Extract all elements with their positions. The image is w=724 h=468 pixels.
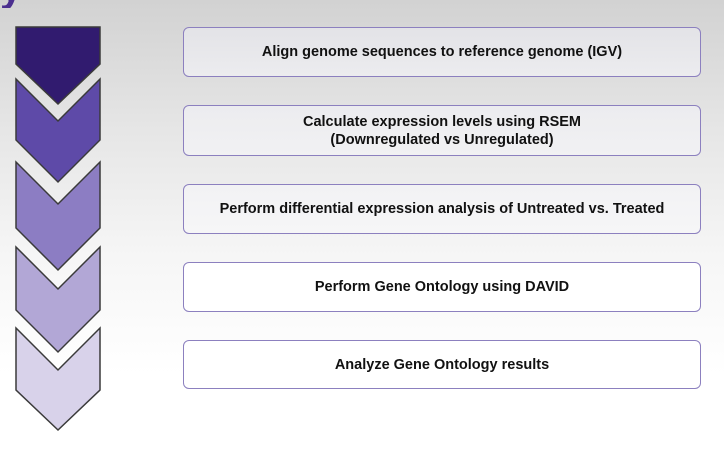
chevron-step-1 <box>15 26 101 106</box>
chevron-step-5 <box>15 326 101 432</box>
process-chevron-arrows <box>15 26 101 432</box>
page-title-fragment: y <box>0 0 120 8</box>
chevron-step-2 <box>15 77 101 184</box>
step-4-gene-ontology: Perform Gene Ontology using DAVID <box>183 262 701 312</box>
step-5-analyze-results: Analyze Gene Ontology results <box>183 340 701 389</box>
step-1-align-genome: Align genome sequences to reference geno… <box>183 27 701 77</box>
chevron-step-3 <box>15 160 101 272</box>
chevron-step-4 <box>15 245 101 354</box>
step-3-differential-expression: Perform differential expression analysis… <box>183 184 701 234</box>
step-2-calculate-expression: Calculate expression levels using RSEM (… <box>183 105 701 156</box>
